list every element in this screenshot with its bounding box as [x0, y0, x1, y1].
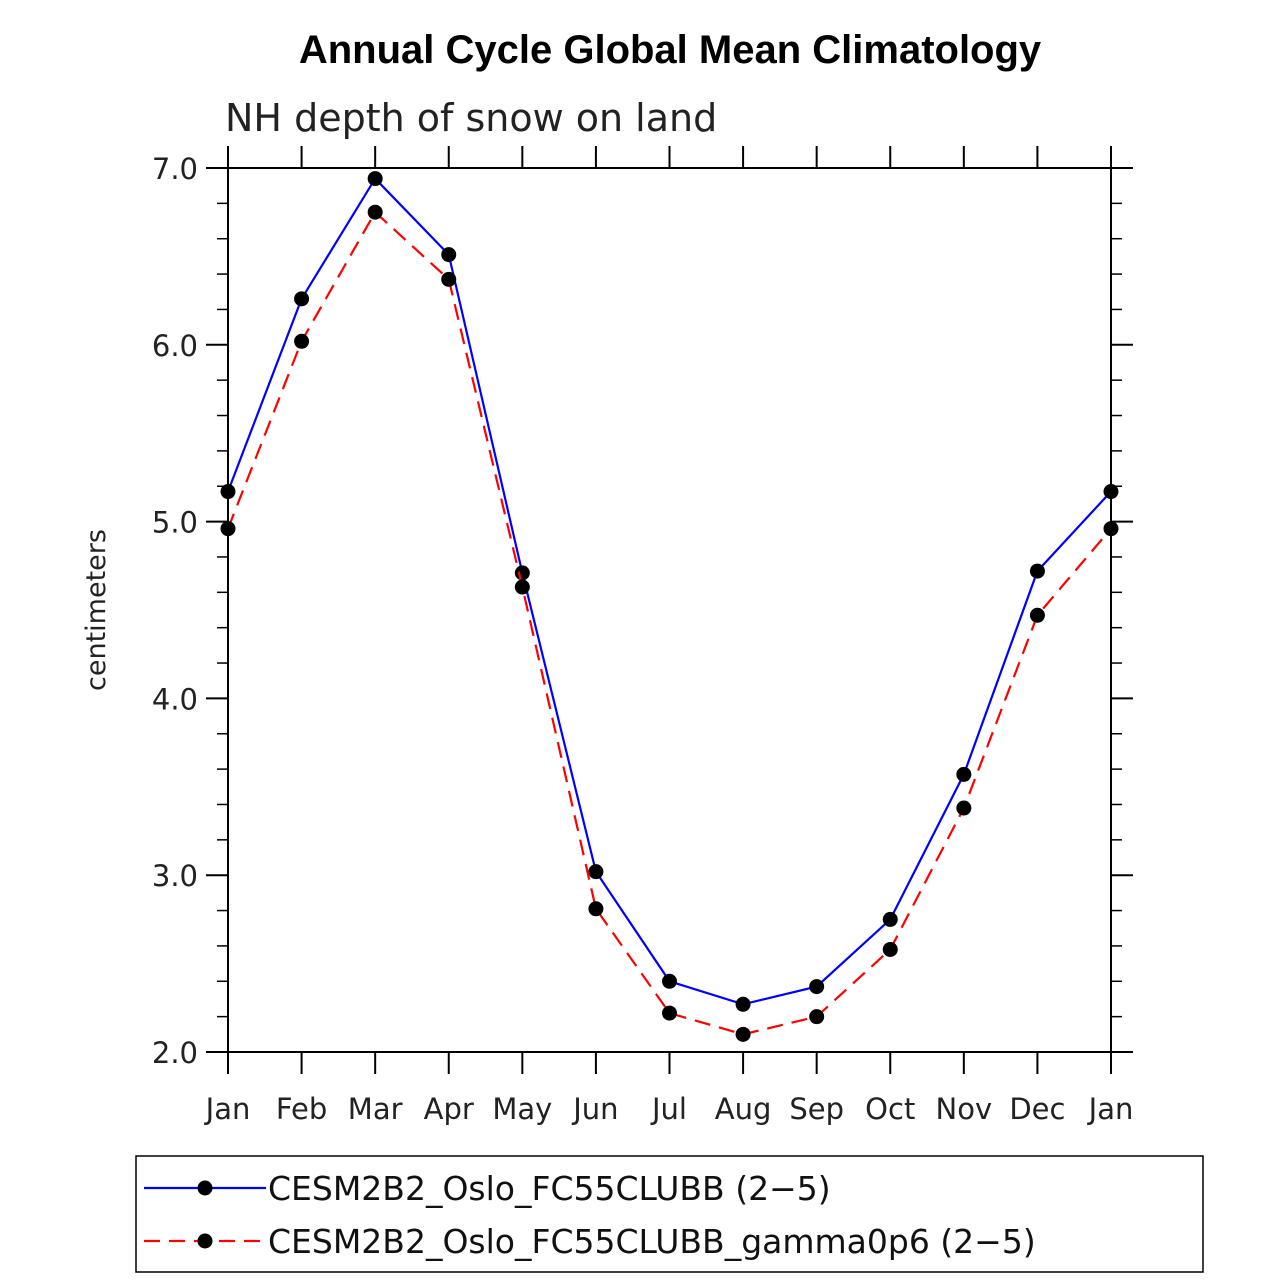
data-point	[441, 247, 457, 263]
data-point	[294, 291, 310, 307]
y-tick-label: 5.0	[152, 506, 198, 540]
y-tick-label: 7.0	[152, 152, 198, 186]
series-line	[226, 176, 1112, 1006]
legend-entry-2: CESM2B2_Oslo_FC55CLUBB_gamma0p6 (2−5)	[144, 1222, 1036, 1261]
data-point	[1029, 607, 1045, 623]
x-tick-label: Dec	[1009, 1092, 1065, 1126]
data-point	[220, 521, 236, 537]
series-1	[220, 171, 1119, 1012]
data-point	[956, 800, 972, 816]
legend-frame	[135, 1155, 1204, 1273]
x-tick-label: Jun	[571, 1092, 618, 1126]
x-tick-label: Oct	[865, 1092, 915, 1126]
legend-label: CESM2B2_Oslo_FC55CLUBB_gamma0p6 (2−5)	[268, 1222, 1036, 1261]
chart-title: Annual Cycle Global Mean Climatology	[299, 28, 1042, 72]
x-tick-label: Aug	[715, 1092, 772, 1126]
x-tick-label: Mar	[348, 1092, 403, 1126]
data-point	[220, 484, 236, 500]
axes: 2.0 3.0 4.0 5.0 6.0 7.0 Jan Feb Mar Apr May Jun Jul A…	[152, 146, 1133, 1126]
data-point	[1103, 521, 1119, 537]
y-tick-label: 3.0	[152, 859, 198, 893]
legend: CESM2B2_Oslo_FC55CLUBB (2−5) CESM2B2_Oslo…	[135, 1155, 1204, 1273]
x-tick-label: Nov	[936, 1092, 993, 1126]
x-tick-label: Jan	[204, 1092, 251, 1126]
y-tick-label: 4.0	[152, 682, 198, 716]
data-point	[514, 579, 530, 595]
y-tick-label: 6.0	[152, 329, 198, 363]
data-point	[1029, 563, 1045, 579]
series-line	[226, 210, 1112, 1036]
data-point	[956, 766, 972, 782]
legend-marker	[197, 1233, 213, 1249]
x-tick-label: May	[492, 1092, 552, 1126]
data-point	[588, 901, 604, 917]
x-tick-label: Jul	[650, 1092, 687, 1126]
plot-frame	[227, 167, 1112, 1053]
y-axis-label: centimeters	[81, 529, 112, 691]
data-point	[882, 911, 898, 927]
data-point	[441, 271, 457, 287]
data-point	[735, 996, 751, 1012]
data-point	[1103, 484, 1119, 500]
series-2	[220, 204, 1119, 1042]
data-point	[735, 1026, 751, 1042]
legend-marker	[197, 1180, 213, 1196]
x-tick-label: Feb	[276, 1092, 327, 1126]
x-tick-label: Sep	[789, 1092, 844, 1126]
y-tick-label: 2.0	[152, 1036, 198, 1070]
data-point	[367, 171, 383, 187]
data-point	[294, 333, 310, 349]
x-tick-label: Jan	[1087, 1092, 1134, 1126]
x-tick-label: Apr	[424, 1092, 474, 1126]
data-point	[514, 565, 530, 581]
data-point	[662, 973, 677, 989]
series-layer	[220, 171, 1119, 1042]
legend-label: CESM2B2_Oslo_FC55CLUBB (2−5)	[268, 1169, 831, 1208]
data-point	[809, 979, 825, 995]
data-point	[882, 941, 898, 957]
data-point	[662, 1005, 677, 1021]
chart-subtitle: NH depth of snow on land	[225, 96, 717, 140]
legend-entry-1: CESM2B2_Oslo_FC55CLUBB (2−5)	[144, 1169, 831, 1208]
data-point	[809, 1009, 825, 1025]
data-point	[588, 864, 604, 880]
data-point	[367, 204, 383, 220]
